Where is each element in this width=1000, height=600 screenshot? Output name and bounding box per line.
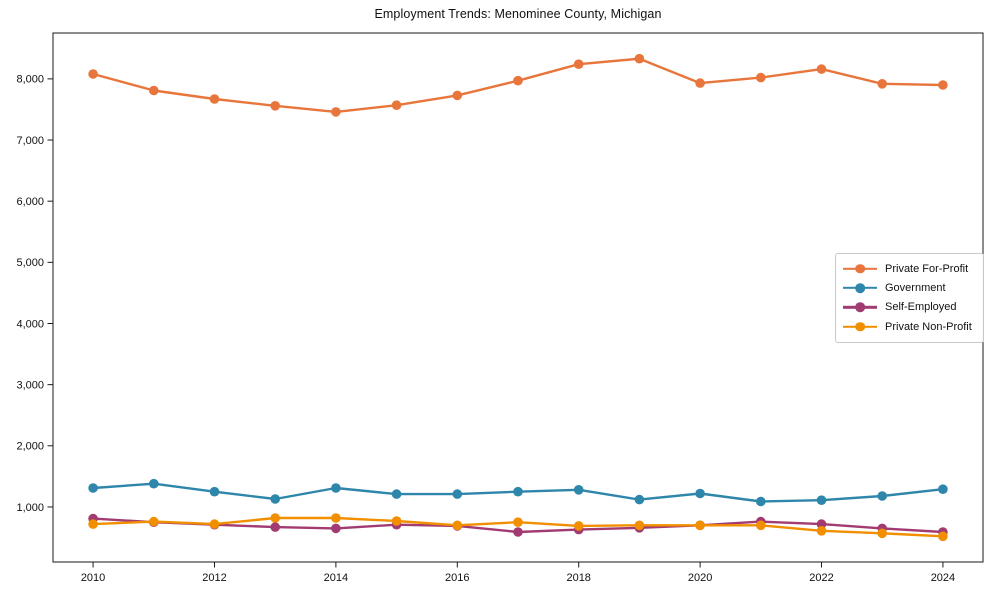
data-point-marker[interactable] — [452, 90, 463, 101]
data-point-marker[interactable] — [270, 513, 281, 523]
data-point-marker[interactable] — [756, 72, 766, 83]
y-tick-label: 2,000 — [16, 441, 44, 453]
data-point-marker[interactable] — [209, 519, 220, 529]
data-point-marker[interactable] — [573, 521, 584, 531]
data-point-marker[interactable] — [938, 531, 948, 542]
data-point-marker[interactable] — [209, 486, 220, 497]
legend-row: Private Non-Profit — [843, 317, 979, 336]
data-point-marker[interactable] — [877, 79, 887, 89]
data-point-marker[interactable] — [513, 517, 523, 527]
x-tick-label: 2022 — [809, 572, 833, 584]
x-tick-label: 2010 — [81, 572, 105, 584]
x-tick-label: 2014 — [324, 572, 348, 584]
data-point-marker[interactable] — [938, 80, 948, 90]
data-point-marker[interactable] — [270, 522, 281, 532]
legend: Private For-Profit Government Self-Employe… — [835, 253, 984, 343]
data-point-marker[interactable] — [391, 516, 402, 526]
data-point-marker[interactable] — [452, 520, 463, 531]
data-point-marker[interactable] — [331, 513, 341, 523]
y-tick-label: 1,000 — [16, 502, 44, 514]
data-point-marker[interactable] — [331, 107, 341, 117]
legend-row: Self-Employed — [843, 298, 979, 317]
y-tick-label: 3,000 — [16, 379, 44, 391]
x-tick-label: 2020 — [688, 572, 712, 584]
data-point-marker[interactable] — [634, 520, 645, 531]
y-tick-label: 6,000 — [16, 196, 44, 208]
data-point-marker[interactable] — [391, 100, 402, 110]
legend-marker-icon — [843, 263, 877, 274]
data-point-marker[interactable] — [816, 519, 827, 529]
data-point-marker[interactable] — [634, 494, 645, 505]
data-point-marker[interactable] — [695, 78, 705, 88]
x-tick-label: 2016 — [445, 572, 469, 584]
data-point-marker[interactable] — [331, 483, 341, 493]
data-point-marker[interactable] — [695, 520, 705, 531]
data-point-marker[interactable] — [149, 478, 159, 489]
data-point-marker[interactable] — [391, 489, 402, 499]
y-tick-label: 4,000 — [16, 318, 44, 330]
y-tick-label: 7,000 — [16, 135, 44, 147]
legend-label: Self-Employed — [885, 301, 957, 314]
data-point-marker[interactable] — [816, 526, 827, 536]
data-point-marker[interactable] — [877, 528, 887, 539]
data-point-marker[interactable] — [149, 85, 159, 96]
y-tick-label: 8,000 — [16, 74, 44, 86]
data-point-marker[interactable] — [270, 101, 281, 111]
data-point-marker[interactable] — [149, 516, 159, 527]
data-point-marker[interactable] — [816, 495, 827, 506]
data-point-marker[interactable] — [513, 527, 523, 537]
y-tick-label: 5,000 — [16, 257, 44, 269]
data-point-marker[interactable] — [270, 494, 281, 504]
data-point-marker[interactable] — [452, 489, 463, 499]
data-point-marker[interactable] — [756, 520, 766, 531]
legend-marker-icon — [843, 283, 877, 294]
data-point-marker[interactable] — [88, 483, 98, 493]
data-point-marker[interactable] — [938, 484, 948, 495]
chart-title: Employment Trends: Menominee County, Mic… — [374, 7, 662, 21]
data-point-marker[interactable] — [513, 75, 523, 86]
data-point-marker[interactable] — [573, 485, 584, 495]
data-point-marker[interactable] — [634, 53, 645, 64]
data-point-marker[interactable] — [877, 491, 887, 501]
data-point-marker[interactable] — [695, 488, 705, 499]
data-point-marker[interactable] — [88, 519, 98, 529]
legend-marker-icon — [843, 302, 877, 313]
legend-row: Private For-Profit — [843, 259, 979, 278]
x-tick-label: 2018 — [566, 572, 590, 584]
x-tick-label: 2012 — [202, 572, 226, 584]
data-point-marker[interactable] — [573, 59, 584, 69]
data-point-marker[interactable] — [88, 69, 98, 79]
data-point-marker[interactable] — [756, 496, 766, 507]
legend-label: Government — [885, 282, 946, 295]
data-point-marker[interactable] — [513, 486, 523, 497]
data-point-marker[interactable] — [816, 64, 827, 74]
legend-label: Private For-Profit — [885, 262, 969, 275]
x-tick-label: 2024 — [931, 572, 955, 584]
legend-label: Private Non-Profit — [885, 320, 972, 333]
legend-marker-icon — [843, 321, 877, 332]
data-point-marker[interactable] — [209, 94, 220, 104]
data-point-marker[interactable] — [331, 523, 341, 534]
legend-row: Government — [843, 278, 979, 297]
